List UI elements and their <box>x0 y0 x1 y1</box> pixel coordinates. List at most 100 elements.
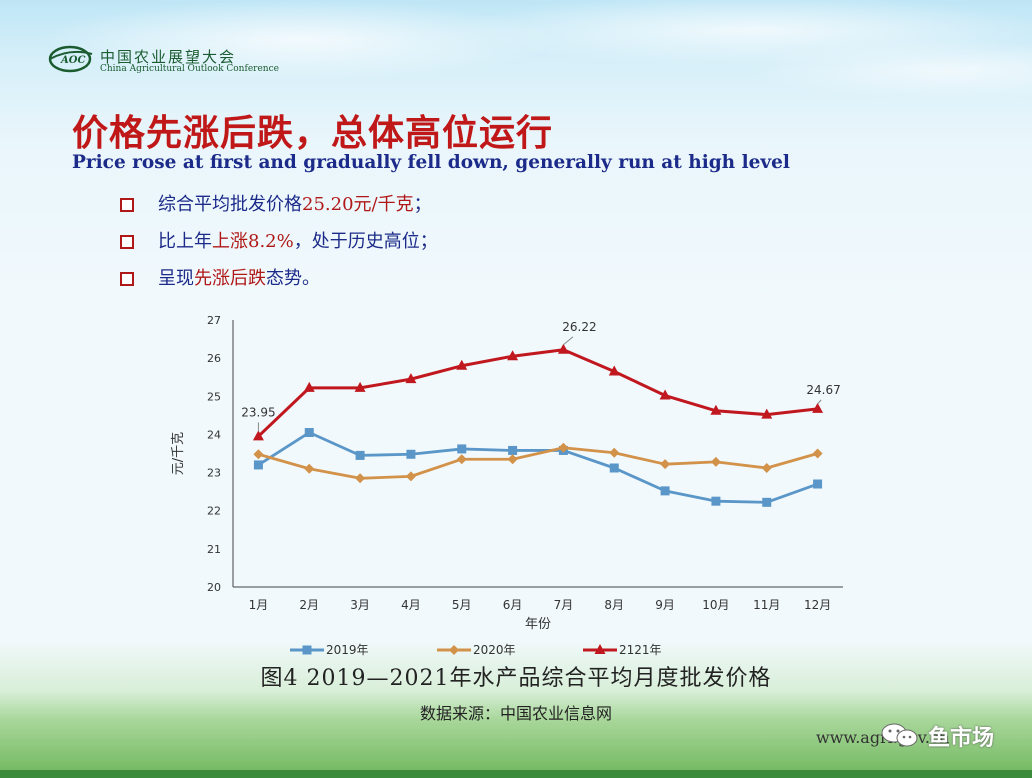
data-point <box>660 459 671 470</box>
x-tick-label: 2月 <box>299 598 319 612</box>
y-tick-label: 20 <box>207 581 221 594</box>
logo-chinese-name: 中国农业展望大会 <box>100 48 237 66</box>
annotation-leader <box>563 336 574 346</box>
x-tick-label: 4月 <box>401 598 421 612</box>
legend-marker <box>594 644 606 654</box>
legend-label: 2020年 <box>473 643 516 657</box>
data-point <box>710 456 721 467</box>
data-point <box>761 408 773 419</box>
data-point <box>456 454 467 465</box>
data-point <box>812 448 823 459</box>
x-tick-label: 1月 <box>249 598 269 612</box>
data-point <box>711 496 721 506</box>
data-point <box>761 462 772 473</box>
data-point <box>609 447 620 458</box>
bullet-text: ； <box>413 194 432 215</box>
bullet-text: 比上年 <box>158 231 212 252</box>
y-tick-label: 24 <box>207 428 221 441</box>
bullet-text: 综合平均批发价格 <box>158 194 302 215</box>
square-bullet-icon <box>120 272 134 286</box>
data-point <box>405 373 417 384</box>
bullet-list: 综合平均批发价格25.20元/千克； 比上年上涨8.2%，处于历史高位； 呈现先… <box>118 192 438 303</box>
watermark-text: 鱼市场 <box>928 726 995 751</box>
wechat-icon <box>881 723 918 747</box>
x-tick-label: 5月 <box>452 598 472 612</box>
x-tick-label: 10月 <box>702 598 729 612</box>
series-line-0 <box>257 431 819 504</box>
data-point <box>813 479 823 489</box>
data-point <box>355 473 366 484</box>
data-label: 24.67 <box>806 383 840 397</box>
data-point <box>253 449 264 460</box>
x-tick-label: 9月 <box>655 598 675 612</box>
data-point <box>456 359 468 370</box>
figure-caption: 图4 2019—2021年水产品综合平均月度批发价格 <box>260 666 772 691</box>
bullet-item: 综合平均批发价格25.20元/千克； <box>118 192 438 229</box>
y-tick-label: 21 <box>207 543 221 556</box>
square-bullet-icon <box>120 198 134 212</box>
data-source: 数据来源：中国农业信息网 <box>419 704 612 723</box>
series-line-1 <box>258 446 818 480</box>
bottom-bar <box>0 770 1032 778</box>
data-point <box>558 442 569 453</box>
bullet-highlight: 上涨8.2% <box>212 231 294 252</box>
data-point <box>303 381 315 392</box>
logo-english-name: China Agricultural Outlook Conference <box>100 64 279 74</box>
data-point <box>659 389 671 400</box>
bullet-item: 呈现先涨后跌态势。 <box>118 266 438 303</box>
x-tick-label: 7月 <box>554 598 574 612</box>
legend-marker <box>449 645 459 655</box>
price-line-chart: 20 21 22 23 24 25 26 27 1月 2月 3月 4月 5月 6月 7月 8月 9月 10月 11月… <box>171 314 843 657</box>
bullet-text: 呈现 <box>158 268 194 289</box>
logo-abbr: AOC <box>60 55 85 66</box>
series-line-2 <box>257 348 818 438</box>
data-point <box>660 486 670 496</box>
y-tick-label: 22 <box>207 505 221 518</box>
data-point <box>710 404 722 415</box>
x-axis-label: 年份 <box>525 617 551 632</box>
bullet-item: 比上年上涨8.2%，处于历史高位； <box>118 229 438 266</box>
data-point <box>762 497 772 507</box>
data-point <box>608 365 620 376</box>
data-point <box>355 450 365 460</box>
x-tick-label: 8月 <box>604 598 624 612</box>
annotation-leader <box>817 399 822 405</box>
y-axis-label: 元/千克 <box>171 432 186 475</box>
data-point <box>507 350 519 361</box>
legend-label: 2019年 <box>326 643 369 657</box>
data-point <box>457 444 467 454</box>
data-point <box>304 428 314 438</box>
y-tick-label: 26 <box>207 352 221 365</box>
bullet-highlight: 先涨后跌 <box>194 268 266 289</box>
data-point <box>354 381 366 392</box>
x-tick-label: 6月 <box>503 598 523 612</box>
data-point <box>507 454 518 465</box>
data-point <box>253 460 263 470</box>
square-bullet-icon <box>120 235 134 249</box>
data-point <box>609 463 619 473</box>
data-point <box>812 402 824 413</box>
data-point <box>557 343 569 354</box>
page-subtitle-english: Price rose at first and gradually fell d… <box>72 152 790 173</box>
data-point <box>304 463 315 474</box>
x-tick-label: 12月 <box>804 598 831 612</box>
x-tick-label: 3月 <box>350 598 370 612</box>
x-tick-label: 11月 <box>753 598 780 612</box>
bullet-text: 态势。 <box>266 268 320 289</box>
y-tick-label: 27 <box>207 314 221 327</box>
legend-marker <box>302 645 312 655</box>
page-title: 价格先涨后跌，总体高位运行 <box>72 113 554 154</box>
sky-clouds <box>0 0 1032 120</box>
y-tick-label: 23 <box>207 467 221 480</box>
aoc-logo-icon: AOC <box>48 45 93 73</box>
data-point <box>406 449 416 459</box>
data-point <box>252 430 264 441</box>
data-label: 26.22 <box>562 320 596 334</box>
data-point <box>405 471 416 482</box>
legend-label: 2121年 <box>619 643 662 657</box>
bullet-text: ，处于历史高位； <box>293 231 438 252</box>
data-point <box>508 445 518 455</box>
bullet-highlight: 25.20元/千克 <box>302 194 414 215</box>
y-tick-label: 25 <box>207 390 221 403</box>
